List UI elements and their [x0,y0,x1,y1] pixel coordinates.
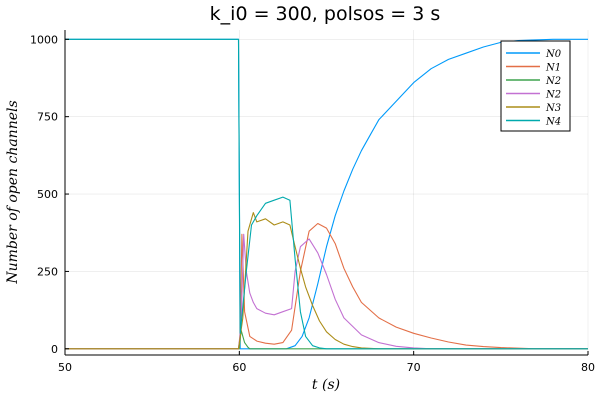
legend-label: N0 [545,49,562,60]
legend-items: N0 N1 N2 N2 N3 N4 [506,49,562,128]
axis-layer [64,30,588,356]
y-axis-label: Number of open channels [5,100,21,284]
y-tick-label: 500 [37,188,58,201]
x-tick-label: 50 [58,361,72,374]
y-tick-label: 1000 [30,33,58,46]
legend-label: N2 [545,76,561,87]
series-line-n2-2 [65,329,588,350]
chart-title: k_i0 = 300, polsos = 3 s [210,3,441,25]
x-tick-label: 80 [581,361,595,374]
series-line-n1-1 [65,222,588,350]
x-tick-label: 70 [407,361,421,374]
legend-label: N1 [545,63,561,74]
legend-box [500,40,571,132]
x-tick-label: 60 [232,361,246,374]
series-line-n3-4 [65,212,588,350]
y-tick-label: 250 [37,265,58,278]
y-tick-label: 0 [51,343,58,356]
y-tick-label: 750 [37,111,58,124]
series-line-n4-5 [65,38,588,350]
legend-label: N3 [545,103,561,114]
legend-label: N2 [545,90,561,101]
tick-layer: 50 60 70 80 0 250 500 750 1000 [30,33,595,374]
legend-label: N4 [545,117,561,128]
x-axis-label: t (s) [312,377,340,393]
legend: N0 N1 N2 N2 N3 N4 [500,40,571,132]
series-layer [65,38,588,350]
